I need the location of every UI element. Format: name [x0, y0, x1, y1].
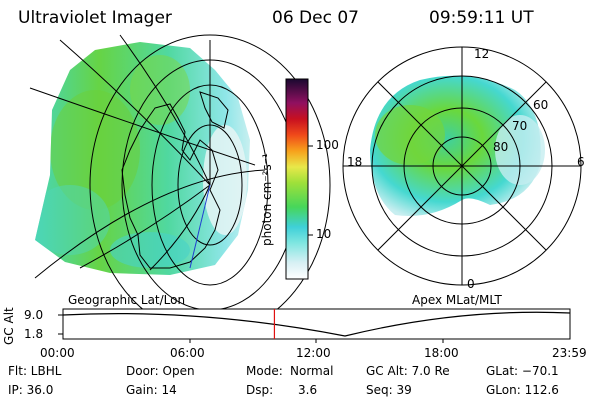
glon-info: GLon: 112.6 — [486, 383, 559, 397]
time-label: 09:59:11 UT — [429, 8, 534, 28]
mode-info-label: Mode: — [246, 364, 283, 378]
time-tick-1200: 12:00 — [296, 346, 331, 360]
time-tick-1800: 18:00 — [424, 346, 459, 360]
time-tick-2359: 23:59 — [552, 346, 587, 360]
lat-label-80: 80 — [493, 140, 509, 154]
mlt-label-12: 12 — [474, 47, 490, 61]
mlt-label-6: 6 — [577, 155, 585, 169]
mlt-label-0: 0 — [467, 277, 475, 291]
date-label: 06 Dec 07 — [272, 8, 359, 28]
polar-plot — [342, 46, 582, 286]
dsp-info-label: Dsp: — [246, 383, 274, 397]
filter-info: Flt: LBHL — [8, 364, 62, 378]
altitude-tick-low: 1.8 — [24, 327, 44, 341]
time-tick-0600: 06:00 — [170, 346, 205, 360]
geographic-map — [29, 34, 331, 336]
altitude-tick-high: 9.0 — [24, 308, 44, 322]
seq-info: Seq: 39 — [366, 383, 412, 397]
coastline — [121, 103, 221, 269]
gc-alt-info: GC Alt: 7.0 Re — [366, 364, 450, 378]
mode-info-value: Normal — [290, 364, 334, 378]
lat-label-60: 60 — [533, 98, 549, 112]
mlt-label-18: 18 — [347, 155, 363, 169]
geo-map-label: Geographic Lat/Lon — [68, 293, 186, 307]
colorbar-tick-10: 10 — [316, 227, 332, 241]
gain-info: Gain: 14 — [126, 383, 177, 397]
ip-info: IP: 36.0 — [8, 383, 54, 397]
door-info: Door: Open — [126, 364, 195, 378]
lat-label-70: 70 — [512, 119, 528, 133]
colorbar-tick-100: 100 — [316, 138, 339, 152]
time-tick-0000: 00:00 — [40, 346, 75, 360]
polar-plot-label: Apex MLat/MLT — [412, 293, 502, 307]
dsp-info-value: 3.6 — [298, 383, 318, 397]
glat-info: GLat: −70.1 — [486, 364, 559, 378]
colorbar-unit-label: photon cm⁻²s⁻¹ — [260, 153, 274, 246]
instrument-title: Ultraviolet Imager — [18, 8, 172, 28]
altitude-axis-label: GC Alt — [2, 307, 16, 345]
altitude-track — [58, 308, 571, 343]
colorbar — [285, 78, 313, 280]
